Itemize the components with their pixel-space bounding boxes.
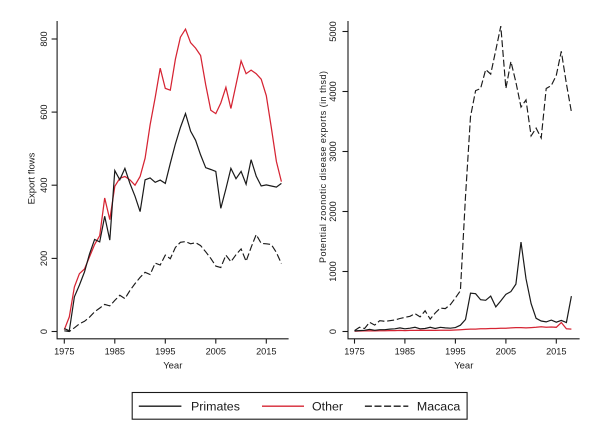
svg-text:1985: 1985 [395,346,415,356]
svg-text:2005: 2005 [496,346,516,356]
svg-text:1995: 1995 [155,346,175,356]
svg-text:Export flows: Export flows [27,152,38,204]
svg-text:0: 0 [328,329,338,334]
svg-text:Macaca: Macaca [417,399,460,413]
svg-text:2000: 2000 [328,201,338,221]
svg-text:Primates: Primates [191,399,240,413]
svg-text:1985: 1985 [105,346,125,356]
svg-text:1975: 1975 [54,346,74,356]
svg-text:1995: 1995 [445,346,465,356]
svg-text:0: 0 [39,329,49,334]
svg-text:400: 400 [39,178,49,193]
svg-text:Year: Year [454,361,473,372]
svg-text:5000: 5000 [328,21,338,41]
svg-text:200: 200 [39,251,49,266]
svg-text:Potential zoonotic disease exp: Potential zoonotic disease exports (in t… [318,71,328,263]
svg-text:800: 800 [39,31,49,46]
svg-text:2005: 2005 [206,346,226,356]
svg-text:4000: 4000 [328,81,338,101]
svg-text:2015: 2015 [546,346,566,356]
svg-text:1000: 1000 [328,261,338,281]
svg-text:Other: Other [312,399,343,413]
svg-text:Year: Year [163,361,182,372]
svg-text:3000: 3000 [328,141,338,161]
svg-text:2015: 2015 [256,346,276,356]
svg-text:1975: 1975 [344,346,364,356]
svg-text:600: 600 [39,104,49,119]
